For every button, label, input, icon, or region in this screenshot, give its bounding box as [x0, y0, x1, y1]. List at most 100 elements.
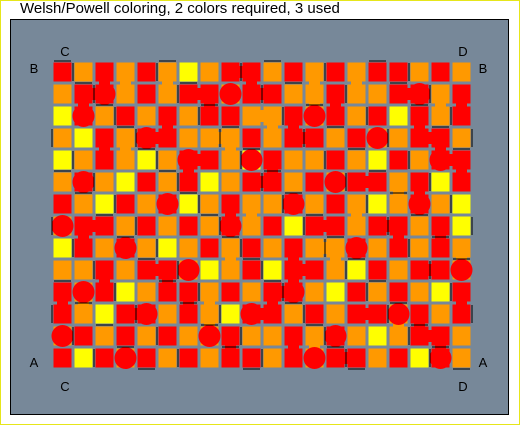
board-cell[interactable]: [410, 194, 429, 214]
board-cell[interactable]: [158, 238, 177, 258]
board-cell[interactable]: [200, 194, 219, 214]
board-cell[interactable]: [221, 150, 240, 170]
board-cell[interactable]: [242, 216, 261, 236]
board-cell[interactable]: [326, 62, 345, 82]
board-cell[interactable]: [158, 282, 177, 302]
board-cell[interactable]: [305, 172, 324, 192]
board-cell[interactable]: [74, 128, 93, 148]
board-cell[interactable]: [410, 304, 429, 324]
board-cell[interactable]: [221, 172, 240, 192]
board-cell[interactable]: [263, 348, 282, 368]
board-cell[interactable]: [116, 106, 135, 126]
board-cell[interactable]: [200, 282, 219, 302]
board-cell[interactable]: [284, 326, 303, 346]
board-cell[interactable]: [158, 150, 177, 170]
board-cell[interactable]: [452, 260, 471, 280]
board-cell[interactable]: [137, 304, 156, 324]
board-cell[interactable]: [305, 84, 324, 104]
board-cell[interactable]: [368, 326, 387, 346]
board-cell[interactable]: [74, 106, 93, 126]
board-cell[interactable]: [326, 326, 345, 346]
board-cell[interactable]: [368, 348, 387, 368]
board-cell[interactable]: [242, 348, 261, 368]
board-cell[interactable]: [347, 106, 366, 126]
board-cell[interactable]: [452, 84, 471, 104]
board-cell[interactable]: [137, 260, 156, 280]
board-cell[interactable]: [74, 282, 93, 302]
board-cell[interactable]: [221, 128, 240, 148]
board-cell[interactable]: [179, 326, 198, 346]
board-cell[interactable]: [326, 194, 345, 214]
board-cell[interactable]: [326, 128, 345, 148]
board-cell[interactable]: [263, 62, 282, 82]
board-cell[interactable]: [452, 348, 471, 368]
board-cell[interactable]: [95, 260, 114, 280]
board-cell[interactable]: [95, 194, 114, 214]
board-cell[interactable]: [368, 194, 387, 214]
board-cell[interactable]: [410, 128, 429, 148]
board-cell[interactable]: [95, 348, 114, 368]
board-cell[interactable]: [305, 106, 324, 126]
board-cell[interactable]: [221, 326, 240, 346]
board-cell[interactable]: [389, 84, 408, 104]
board-cell[interactable]: [221, 84, 240, 104]
board-cell[interactable]: [452, 304, 471, 324]
board-cell[interactable]: [53, 106, 72, 126]
board-cell[interactable]: [179, 172, 198, 192]
board-cell[interactable]: [221, 106, 240, 126]
board-cell[interactable]: [368, 128, 387, 148]
board-cell[interactable]: [305, 150, 324, 170]
board-cell[interactable]: [284, 172, 303, 192]
board-cell[interactable]: [221, 194, 240, 214]
board-cell[interactable]: [74, 150, 93, 170]
board-cell[interactable]: [305, 194, 324, 214]
board-cell[interactable]: [284, 282, 303, 302]
board-cell[interactable]: [305, 128, 324, 148]
board-cell[interactable]: [242, 282, 261, 302]
board-cell[interactable]: [137, 216, 156, 236]
board-cell[interactable]: [305, 260, 324, 280]
board-cell[interactable]: [116, 348, 135, 368]
board-cell[interactable]: [410, 172, 429, 192]
board-cell[interactable]: [326, 260, 345, 280]
board-cell[interactable]: [368, 150, 387, 170]
board-cell[interactable]: [53, 348, 72, 368]
board-cell[interactable]: [347, 62, 366, 82]
board-cell[interactable]: [431, 194, 450, 214]
board-cell[interactable]: [389, 194, 408, 214]
board-cell[interactable]: [74, 238, 93, 258]
board-cell[interactable]: [158, 216, 177, 236]
board-cell[interactable]: [116, 304, 135, 324]
board-cell[interactable]: [200, 128, 219, 148]
board-cell[interactable]: [179, 150, 198, 170]
board-cell[interactable]: [53, 282, 72, 302]
board-cell[interactable]: [200, 326, 219, 346]
board-cell[interactable]: [410, 150, 429, 170]
board-cell[interactable]: [284, 304, 303, 324]
board-cell[interactable]: [74, 326, 93, 346]
board-cell[interactable]: [410, 216, 429, 236]
board-cell[interactable]: [179, 106, 198, 126]
board-cell[interactable]: [452, 150, 471, 170]
board-cell[interactable]: [200, 304, 219, 324]
board-cell[interactable]: [389, 150, 408, 170]
board-cell[interactable]: [368, 106, 387, 126]
board-cell[interactable]: [452, 216, 471, 236]
board-cell[interactable]: [347, 172, 366, 192]
board-cell[interactable]: [347, 348, 366, 368]
board-cell[interactable]: [200, 106, 219, 126]
board-cell[interactable]: [305, 216, 324, 236]
board-cell[interactable]: [200, 84, 219, 104]
board-cell[interactable]: [263, 172, 282, 192]
board-cell[interactable]: [347, 326, 366, 346]
board-cell[interactable]: [431, 150, 450, 170]
board-cell[interactable]: [158, 194, 177, 214]
board-cell[interactable]: [137, 326, 156, 346]
board-cell[interactable]: [200, 216, 219, 236]
board-cell[interactable]: [263, 282, 282, 302]
board-cell[interactable]: [116, 216, 135, 236]
board-cell[interactable]: [116, 238, 135, 258]
board-cell[interactable]: [95, 106, 114, 126]
board-cell[interactable]: [53, 194, 72, 214]
board-cell[interactable]: [431, 238, 450, 258]
